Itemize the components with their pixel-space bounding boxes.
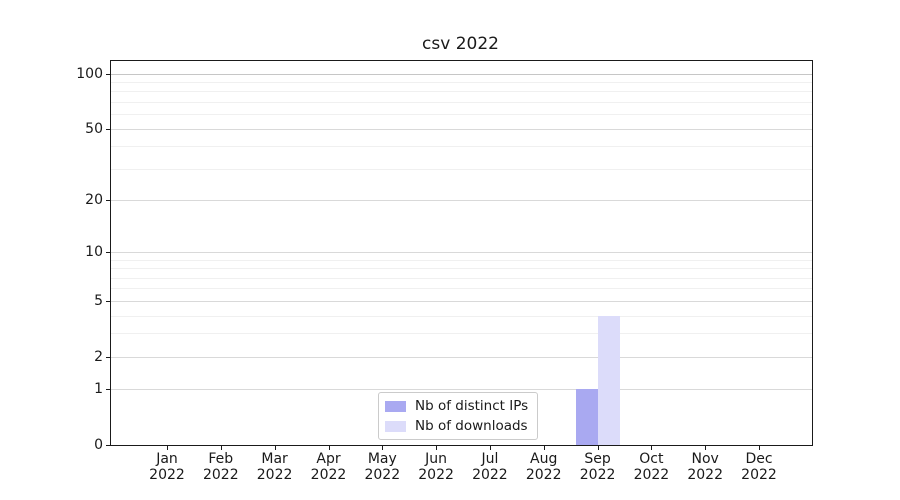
x-tick-label-month: Jan: [156, 451, 178, 467]
x-tick-label-month: Dec: [745, 451, 773, 467]
y-tick-label: 20: [85, 191, 103, 208]
x-tick-label: Apr 2022: [297, 451, 361, 483]
x-axis-tick: [489, 446, 491, 450]
y-gridline-major: [111, 73, 812, 75]
y-axis-tick: [106, 252, 110, 253]
legend: Nb of distinct IPs Nb of downloads: [378, 392, 539, 440]
x-tick-label-year: 2022: [149, 467, 185, 483]
x-tick-label: Oct 2022: [619, 451, 683, 483]
y-axis-tick: [106, 73, 110, 75]
y-gridline-major: [111, 300, 812, 302]
x-axis-tick: [220, 446, 222, 450]
y-tick-label: 100: [76, 65, 103, 82]
y-gridline-minor: [111, 315, 812, 317]
x-tick-label-month: Mar: [261, 451, 288, 467]
x-axis-tick: [328, 446, 330, 450]
legend-swatch: [385, 400, 406, 412]
y-gridline-minor: [111, 288, 812, 290]
y-axis-tick: [106, 199, 110, 201]
y-gridline-major: [111, 252, 812, 253]
legend-label: Nb of distinct IPs: [415, 398, 529, 414]
y-gridline-minor: [111, 268, 812, 270]
legend-label: Nb of downloads: [415, 418, 528, 434]
y-tick-label: 10: [85, 244, 103, 260]
y-gridline-minor: [111, 101, 812, 103]
y-axis-tick: [106, 389, 110, 391]
x-axis-tick: [167, 446, 168, 450]
x-tick-label-month: Sep: [584, 451, 611, 467]
y-gridline-major: [111, 389, 812, 391]
x-tick-label-month: Aug: [530, 451, 558, 467]
legend-item: Nb of distinct IPs: [385, 398, 528, 414]
x-tick-label: Jul 2022: [458, 451, 522, 483]
x-tick-label-year: 2022: [472, 467, 508, 483]
x-tick-label-year: 2022: [256, 467, 293, 483]
x-tick-label-year: 2022: [633, 467, 670, 483]
y-gridline-minor: [111, 259, 812, 261]
x-tick-label-month: Nov: [691, 451, 719, 467]
plot-area: 0 1 2 5 10 20 50 100 Jan 2022 Feb 2022 Mar 2022 Apr 202…: [76, 60, 813, 483]
y-gridline-major: [111, 356, 812, 358]
x-tick-label: Feb 2022: [189, 451, 253, 483]
x-tick-label-year: 2022: [310, 467, 347, 483]
x-axis-tick: [705, 446, 707, 450]
y-axis-tick: [106, 356, 110, 358]
y-axis-tick: [106, 300, 110, 302]
x-tick-label-year: 2022: [741, 467, 777, 483]
y-gridline-minor: [111, 168, 812, 170]
y-tick-label: 5: [94, 292, 103, 309]
x-tick-label: Nov 2022: [673, 451, 737, 483]
y-tick-label: 1: [94, 381, 103, 398]
bar-nb-of-downloads: [597, 315, 620, 445]
x-tick-label-year: 2022: [202, 467, 239, 483]
x-axis-tick: [597, 446, 599, 450]
y-gridline-minor: [111, 81, 812, 83]
x-axis-tick: [759, 446, 760, 450]
y-gridline-minor: [111, 277, 812, 279]
x-tick-label-month: May: [367, 451, 397, 467]
x-tick-label: Jun 2022: [404, 451, 468, 483]
y-gridline-minor: [111, 91, 812, 93]
x-axis-tick: [382, 446, 384, 450]
y-tick-label: 2: [94, 348, 103, 365]
x-tick-label-year: 2022: [418, 467, 454, 483]
y-gridline-minor: [111, 146, 812, 148]
x-tick-label-month: Jul: [481, 451, 499, 467]
x-tick-label-year: 2022: [687, 467, 723, 483]
x-axis-tick: [436, 446, 438, 450]
x-tick-label-month: Oct: [639, 451, 664, 467]
x-tick-label: Dec 2022: [727, 451, 791, 483]
chart-title: csv 2022: [422, 34, 499, 54]
x-tick-label-year: 2022: [525, 467, 562, 483]
y-axis-tick: [106, 445, 110, 446]
x-tick-label-year: 2022: [579, 467, 616, 483]
y-axis-tick: [106, 128, 110, 130]
x-tick-label: Mar 2022: [243, 451, 307, 483]
x-tick-label-month: Feb: [208, 451, 234, 467]
x-tick-label: Sep 2022: [566, 451, 630, 483]
legend-swatch: [385, 420, 406, 432]
x-tick-label: Aug 2022: [512, 451, 576, 483]
legend-item: Nb of downloads: [385, 418, 528, 434]
bar-nb-of-distinct-ips: [575, 389, 598, 445]
x-tick-label: May 2022: [350, 451, 414, 483]
y-tick-label: 50: [85, 120, 103, 137]
x-axis-tick: [274, 446, 276, 450]
y-tick-label: 0: [94, 437, 103, 453]
x-tick-label-year: 2022: [364, 467, 401, 483]
y-gridline-major: [111, 199, 812, 201]
y-gridline-minor: [111, 333, 812, 335]
x-tick-label: Jan 2022: [135, 451, 199, 483]
x-tick-label-month: Apr: [316, 451, 341, 467]
x-tick-label-month: Jun: [425, 451, 448, 467]
x-axis-tick: [543, 446, 545, 450]
x-axis-tick: [651, 446, 653, 450]
y-gridline-major: [111, 128, 812, 130]
y-gridline-minor: [111, 114, 812, 116]
